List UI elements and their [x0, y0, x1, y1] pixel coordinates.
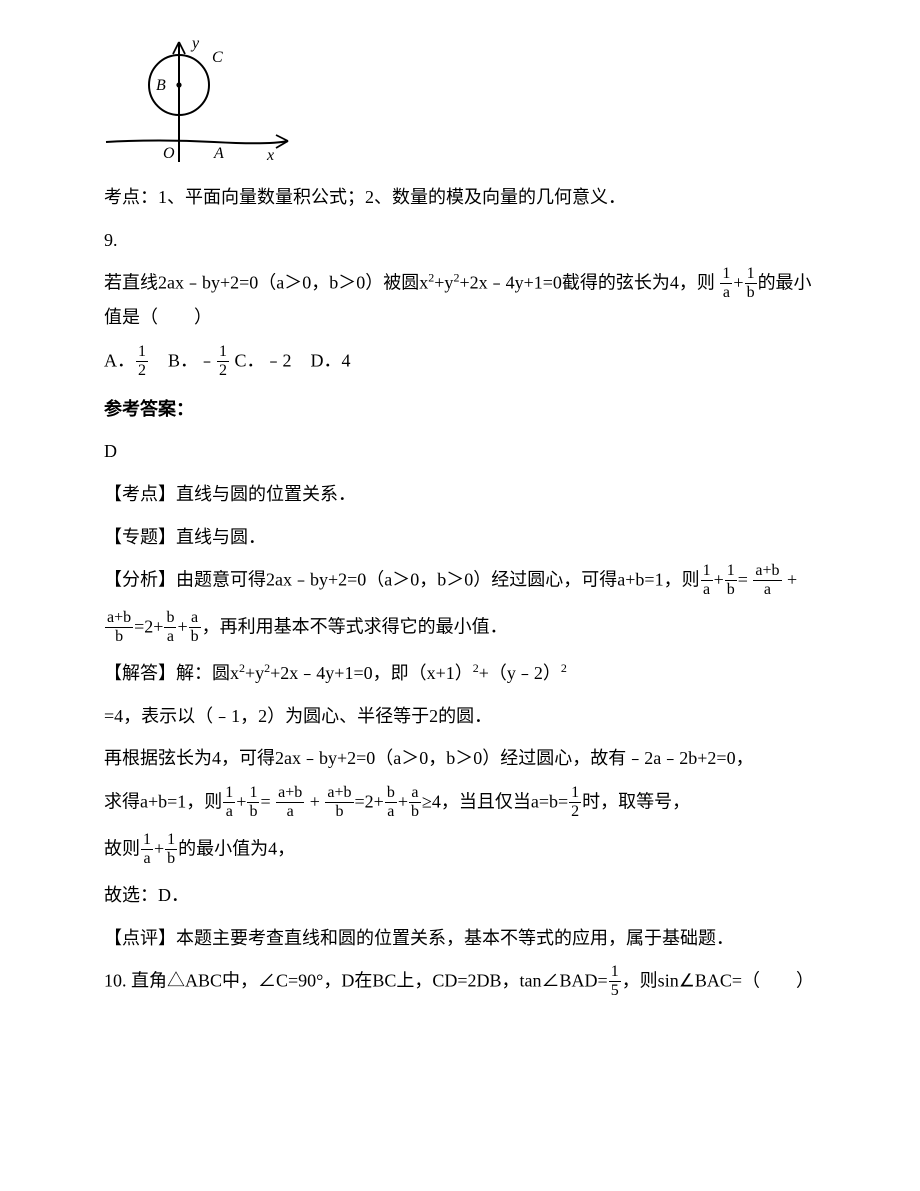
label-y: y	[190, 40, 200, 52]
q9-number: 9.	[104, 225, 820, 256]
frac-1-b: 1b	[745, 266, 757, 301]
jieda-3: 再根据弦长为4，可得2ax﹣by+2=0（a＞0，b＞0）经过圆心，故有﹣2a﹣…	[104, 743, 820, 774]
jieda-2: =4，表示以（﹣1，2）为圆心、半径等于2的圆．	[104, 701, 820, 732]
coordinate-diagram: y C B O A x	[104, 40, 294, 170]
fenxi-1: 【分析】由题意可得2ax﹣by+2=0（a＞0，b＞0）经过圆心，可得a+b=1…	[104, 564, 820, 599]
dianping: 【点评】本题主要考查直线和圆的位置关系，基本不等式的应用，属于基础题．	[104, 923, 820, 954]
q9-stem: 若直线2ax﹣by+2=0（a＞0，b＞0）被圆x2+y2+2x﹣4y+1=0截…	[104, 267, 820, 333]
zhuanti: 【专题】直线与圆．	[104, 522, 820, 553]
fenxi-2: a+bb=2+ba+ab，再利用基本不等式求得它的最小值．	[104, 611, 820, 646]
label-B: B	[156, 77, 166, 94]
label-x: x	[266, 147, 274, 164]
jieda-1: 【解答】解：圆x2+y2+2x﹣4y+1=0，即（x+1）2+（y﹣2）2	[104, 658, 820, 689]
jieda-4: 求得a+b=1，则1a+1b= a+ba + a+bb=2+ba+ab≥4，当且…	[104, 786, 820, 821]
answer-value: D	[104, 436, 820, 467]
answer-label: 参考答案：	[104, 394, 820, 425]
frac-1-a: 1a	[720, 266, 732, 301]
label-O: O	[163, 145, 175, 162]
kaodian: 【考点】直线与圆的位置关系．	[104, 479, 820, 510]
q9-choices: A．12 B．﹣12 C．﹣2 D．4	[104, 345, 820, 380]
jieda-5: 故则1a+1b的最小值为4，	[104, 833, 820, 868]
label-A: A	[213, 145, 224, 162]
prev-kaodian: 考点：1、平面向量数量积公式；2、数量的模及向量的几何意义．	[104, 182, 820, 213]
label-C: C	[212, 49, 223, 66]
jieda-6: 故选：D．	[104, 880, 820, 911]
q10: 10. 直角△ABC中，∠C=90°，D在BC上，CD=2DB，tan∠BAD=…	[104, 965, 820, 1000]
